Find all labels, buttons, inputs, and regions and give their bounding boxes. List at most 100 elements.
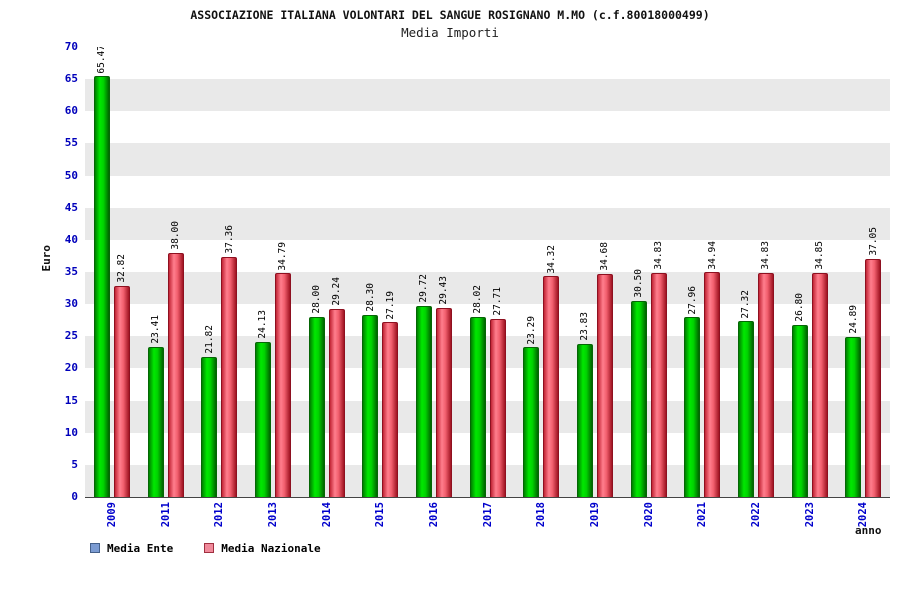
bar-media-ente-2022 [737, 321, 754, 497]
grid-band [85, 143, 890, 176]
x-tick-label-2009: 2009 [105, 502, 118, 528]
bar-value-label: 28.00 [311, 285, 322, 314]
y-tick-label: 20 [64, 361, 78, 375]
y-tick-label: 0 [71, 490, 78, 503]
bar-value-label: 37.36 [223, 225, 235, 254]
y-tick-label: 10 [64, 425, 78, 439]
bar-media-ente-2019 [576, 343, 593, 497]
bar-value-label: 27.71 [492, 287, 503, 316]
bar-media-ente-2015 [362, 315, 379, 497]
bar-value-label: 38.00 [170, 221, 181, 250]
bar-media-nazionale-2012 [221, 256, 238, 497]
y-tick-label: 35 [64, 265, 78, 278]
bar-media-nazionale-2011 [167, 252, 184, 497]
bar-value-label: 29.43 [438, 276, 450, 305]
grid-band [85, 47, 890, 80]
bar-value-label: 27.19 [384, 290, 396, 320]
chart-subtitle: Media Importi [401, 25, 499, 40]
bar-media-ente-2020 [630, 300, 647, 497]
bar-media-ente-2012 [201, 356, 218, 497]
y-tick-label: 60 [64, 104, 78, 118]
bar-value-label: 34.68 [599, 242, 611, 272]
bar-media-ente-2023 [791, 324, 808, 497]
bar-media-nazionale-2018 [543, 276, 560, 497]
x-tick-label-2014: 2014 [320, 502, 333, 528]
grid-band [85, 336, 890, 369]
bar-media-ente-2017 [469, 316, 486, 497]
grid-band [85, 79, 890, 112]
bar-media-nazionale-2016 [435, 307, 452, 497]
bar-value-label: 27.32 [740, 289, 752, 319]
x-tick-label-2017: 2017 [481, 502, 494, 528]
x-tick-label-2013: 2013 [266, 502, 279, 528]
x-tick-label-2020: 2020 [642, 502, 655, 528]
chart-title: ASSOCIAZIONE ITALIANA VOLONTARI DEL SANG… [190, 8, 710, 22]
bar-value-label: 24.89 [847, 305, 859, 334]
legend-marker-media-nazionale [204, 543, 215, 553]
bar-value-label: 23.29 [525, 315, 537, 345]
bar-value-label: 27.96 [686, 285, 698, 315]
x-tick-label-2012: 2012 [213, 502, 226, 528]
x-tick-label-2021: 2021 [696, 502, 709, 528]
grid-band [85, 111, 890, 144]
y-tick-label: 70 [64, 40, 78, 53]
bar-media-ente-2024 [845, 337, 862, 497]
grid-band [85, 304, 890, 337]
bar-value-label: 34.83 [653, 241, 664, 271]
bar-media-ente-2009 [93, 76, 110, 497]
bar-media-nazionale-2022 [757, 273, 774, 497]
grid-band [85, 207, 890, 240]
grid-band [85, 368, 890, 401]
bar-media-ente-2021 [684, 317, 701, 497]
legend-label-media-ente: Media Ente [107, 541, 174, 555]
bar-media-nazionale-2015 [382, 322, 399, 497]
bar-media-nazionale-2013 [274, 273, 291, 497]
grid-band [85, 239, 890, 272]
plot-area: 65.47 32.82 23.41 38.00 21.82 37.36 24.13 34.79… [85, 47, 890, 498]
x-tick-label-2018: 2018 [535, 502, 548, 528]
legend: Media Ente Media Nazionale [90, 540, 345, 556]
bar-media-ente-2011 [147, 346, 164, 497]
bar-media-nazionale-2021 [704, 272, 721, 497]
y-tick-label: 15 [64, 393, 78, 407]
bar-value-label: 23.41 [150, 314, 161, 344]
bar-media-nazionale-2023 [811, 272, 828, 497]
bar-value-label: 26.80 [794, 293, 805, 322]
y-tick-label: 5 [71, 457, 78, 471]
grid-band [85, 175, 890, 208]
legend-label-media-nazionale: Media Nazionale [221, 541, 321, 555]
bar-media-ente-2014 [308, 317, 325, 497]
bar-value-label: 32.82 [116, 254, 128, 284]
y-tick-label: 50 [64, 168, 78, 182]
grid-band [85, 432, 890, 465]
y-tick-label: 25 [64, 329, 78, 343]
bar-value-label: 28.02 [472, 285, 483, 314]
x-tick-label-2016: 2016 [427, 502, 440, 528]
x-tick-label-2011: 2011 [159, 502, 172, 528]
bar-value-label: 28.30 [364, 283, 376, 313]
bar-media-nazionale-2009 [113, 286, 130, 497]
bar-value-label: 29.72 [418, 274, 430, 303]
legend-marker-media-ente [90, 543, 100, 553]
y-tick-label: 30 [64, 297, 78, 311]
y-tick-label: 55 [64, 136, 78, 150]
bar-media-nazionale-2024 [865, 258, 882, 497]
bar-media-nazionale-2019 [596, 274, 613, 497]
x-tick-label-2015: 2015 [374, 502, 387, 528]
bar-media-nazionale-2014 [328, 309, 345, 497]
bar-value-label: 34.83 [760, 241, 772, 271]
x-tick-label-2023: 2023 [803, 502, 816, 528]
bar-value-label: 37.05 [867, 227, 879, 256]
bar-media-ente-2016 [415, 305, 432, 497]
bar-value-label: 24.13 [257, 310, 269, 339]
x-tick-label-2022: 2022 [749, 502, 762, 528]
x-axis-ticks: 2009 2011 2012 2013 2014 2015 2016 2017 2018 2019… [85, 497, 890, 545]
x-axis-label: anno [855, 524, 882, 537]
bar-value-label: 23.83 [579, 312, 591, 341]
bar-value-label: 34.94 [706, 240, 718, 270]
bar-media-ente-2013 [254, 341, 271, 497]
bar-media-ente-2018 [523, 347, 540, 497]
bar-value-label: 34.32 [545, 244, 557, 274]
bar-value-label: 29.24 [331, 277, 342, 307]
y-tick-label: 45 [64, 200, 78, 214]
